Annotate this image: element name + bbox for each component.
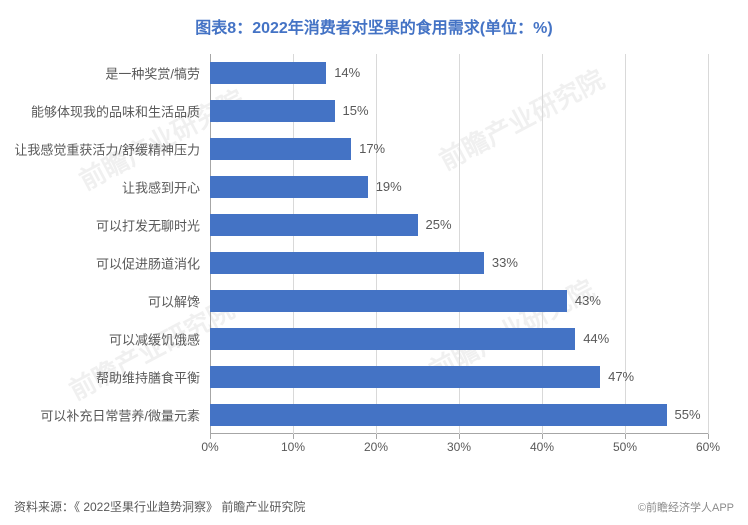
category-label: 可以补充日常营养/微量元素 xyxy=(40,405,200,424)
bar xyxy=(210,100,335,121)
bar xyxy=(210,404,667,425)
x-tick-label: 0% xyxy=(201,440,218,454)
value-label: 55% xyxy=(675,407,701,422)
value-label: 17% xyxy=(359,141,385,156)
value-label: 15% xyxy=(343,103,369,118)
bar xyxy=(210,62,326,83)
bar xyxy=(210,252,484,273)
bar-row: 可以打发无聊时光25% xyxy=(210,214,708,235)
value-label: 25% xyxy=(426,217,452,232)
x-tickmark xyxy=(708,434,709,439)
bar-row: 可以解馋43% xyxy=(210,290,708,311)
chart-title: 图表8：2022年消费者对坚果的食用需求(单位：%) xyxy=(0,0,748,44)
value-label: 44% xyxy=(583,331,609,346)
x-tick-label: 60% xyxy=(696,440,720,454)
x-tick-label: 50% xyxy=(613,440,637,454)
category-label: 让我感到开心 xyxy=(122,177,200,196)
gridline xyxy=(708,54,709,434)
value-label: 33% xyxy=(492,255,518,270)
brand-text: ©前瞻经济学人APP xyxy=(638,499,734,515)
bar-row: 可以减缓饥饿感44% xyxy=(210,328,708,349)
x-tick-label: 30% xyxy=(447,440,471,454)
bar xyxy=(210,138,351,159)
bar-row: 可以促进肠道消化33% xyxy=(210,252,708,273)
chart-area: 是一种奖赏/犒劳14% 能够体现我的品味和生活品质15% 让我感觉重获活力/舒缓精神… xyxy=(210,44,708,464)
footer: 资料来源：《 2022坚果行业趋势洞察》 前瞻产业研究院 ©前瞻经济学人APP xyxy=(14,498,734,515)
x-tick-label: 10% xyxy=(281,440,305,454)
category-label: 是一种奖赏/犒劳 xyxy=(105,63,200,82)
value-label: 14% xyxy=(334,65,360,80)
bar-row: 是一种奖赏/犒劳14% xyxy=(210,62,708,83)
bar xyxy=(210,328,575,349)
x-tick-label: 40% xyxy=(530,440,554,454)
source-text: 资料来源：《 2022坚果行业趋势洞察》 前瞻产业研究院 xyxy=(14,498,305,515)
value-label: 43% xyxy=(575,293,601,308)
category-label: 帮助维持膳食平衡 xyxy=(96,367,200,386)
value-label: 47% xyxy=(608,369,634,384)
bar xyxy=(210,214,418,235)
plot-region: 是一种奖赏/犒劳14% 能够体现我的品味和生活品质15% 让我感觉重获活力/舒缓精神… xyxy=(210,54,708,434)
category-label: 能够体现我的品味和生活品质 xyxy=(31,101,200,120)
bar-row: 能够体现我的品味和生活品质15% xyxy=(210,100,708,121)
category-label: 可以打发无聊时光 xyxy=(96,215,200,234)
x-tick-label: 20% xyxy=(364,440,388,454)
bar-row: 让我感觉重获活力/舒缓精神压力17% xyxy=(210,138,708,159)
bar xyxy=(210,290,567,311)
bar-row: 让我感到开心19% xyxy=(210,176,708,197)
category-label: 让我感觉重获活力/舒缓精神压力 xyxy=(14,139,200,158)
category-label: 可以解馋 xyxy=(148,291,200,310)
bar-row: 可以补充日常营养/微量元素55% xyxy=(210,404,708,425)
bar xyxy=(210,366,600,387)
value-label: 19% xyxy=(376,179,402,194)
bar xyxy=(210,176,368,197)
category-label: 可以减缓饥饿感 xyxy=(109,329,200,348)
x-axis: 0%10%20%30%40%50%60% xyxy=(210,434,708,464)
category-label: 可以促进肠道消化 xyxy=(96,253,200,272)
bar-row: 帮助维持膳食平衡47% xyxy=(210,366,708,387)
